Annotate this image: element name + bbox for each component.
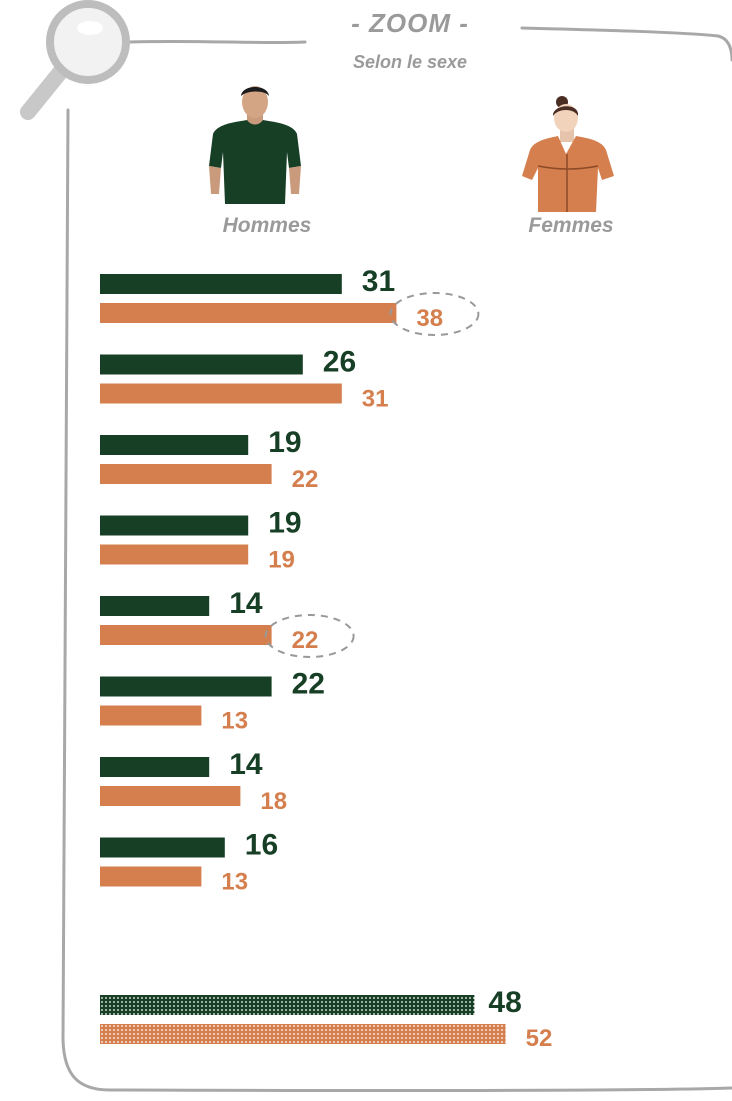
bar-hommes bbox=[100, 757, 210, 777]
bar-hommes bbox=[100, 274, 342, 294]
value-label-hommes: 26 bbox=[323, 346, 356, 379]
bar-hommes bbox=[100, 676, 272, 697]
bar-femmes bbox=[100, 544, 249, 565]
value-label-total-hommes: 48 bbox=[488, 986, 521, 1019]
value-label-femmes: 19 bbox=[268, 547, 295, 574]
bar-hommes bbox=[100, 515, 249, 536]
bar-total-femmes bbox=[100, 1024, 506, 1044]
value-label-hommes: 16 bbox=[245, 829, 278, 862]
value-label-femmes: 38 bbox=[416, 305, 443, 332]
value-label-hommes: 22 bbox=[292, 668, 325, 701]
bar-femmes bbox=[100, 705, 202, 726]
value-label-hommes: 14 bbox=[229, 587, 263, 620]
value-label-hommes: 31 bbox=[362, 265, 395, 298]
bar-femmes bbox=[100, 625, 272, 645]
page-subtitle: Selon le sexe bbox=[352, 52, 468, 72]
legend-women: Femmes bbox=[528, 214, 614, 237]
value-label-hommes: 19 bbox=[268, 426, 301, 459]
value-label-total-femmes: 52 bbox=[526, 1025, 553, 1052]
bar-femmes bbox=[100, 383, 342, 404]
man-icon bbox=[209, 86, 301, 204]
magnifier-icon bbox=[20, 0, 130, 120]
woman-icon bbox=[522, 96, 614, 212]
page-title: - ZOOM - bbox=[351, 8, 469, 38]
value-label-femmes: 13 bbox=[221, 869, 248, 896]
value-label-femmes: 13 bbox=[221, 708, 248, 735]
highlight-circle bbox=[264, 614, 355, 658]
value-label-hommes: 19 bbox=[268, 507, 301, 540]
value-label-femmes: 31 bbox=[362, 386, 389, 413]
legend-men: Hommes bbox=[222, 214, 312, 237]
bar-hommes bbox=[100, 435, 249, 455]
value-label-femmes: 22 bbox=[292, 466, 319, 493]
bar-hommes bbox=[100, 596, 210, 616]
bar-femmes bbox=[100, 866, 202, 887]
bar-femmes bbox=[100, 303, 397, 323]
bar-total-hommes bbox=[100, 995, 475, 1015]
bar-hommes bbox=[100, 354, 303, 375]
bar-femmes bbox=[100, 786, 241, 806]
value-label-femmes: 22 bbox=[292, 627, 319, 654]
highlight-circle bbox=[389, 292, 480, 336]
value-label-hommes: 14 bbox=[229, 748, 263, 781]
value-label-femmes: 18 bbox=[260, 788, 287, 815]
bar-hommes bbox=[100, 837, 225, 858]
bar-femmes bbox=[100, 464, 272, 484]
